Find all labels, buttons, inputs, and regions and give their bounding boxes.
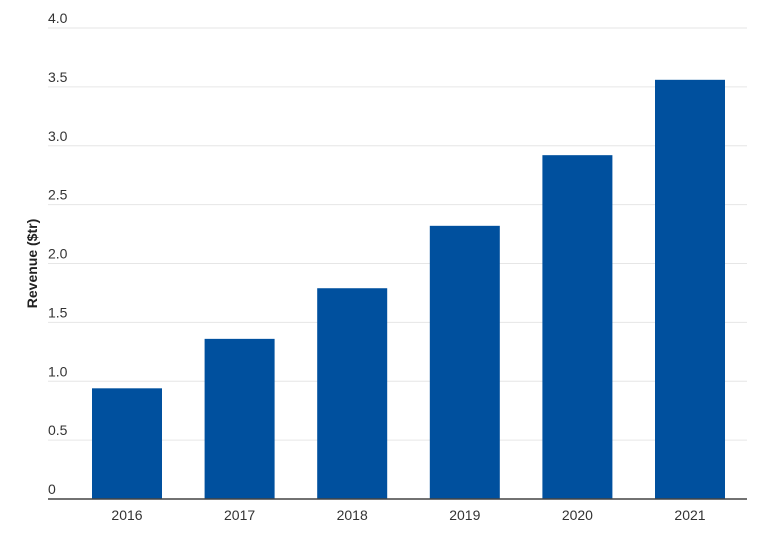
bar-2021	[655, 79, 725, 499]
bar-2020	[542, 155, 613, 500]
y-axis-title: Revenue ($tr)	[24, 219, 40, 308]
bars	[92, 79, 725, 500]
y-tick-label: 0.5	[48, 422, 68, 438]
x-tick-label: 2021	[674, 507, 705, 523]
gridlines	[48, 27, 747, 441]
bar-2018	[317, 288, 388, 499]
x-tick-label: 2019	[449, 507, 480, 523]
y-tick-label: 1.5	[48, 304, 68, 320]
y-axis-ticks: 0 0.5 1.0 1.5 2.0 2.5 3.0 3.5 4.0	[48, 10, 68, 497]
y-tick-label: 1.0	[48, 363, 68, 379]
bar-2019	[429, 225, 500, 499]
y-tick-label: 3.5	[48, 69, 68, 85]
x-tick-label: 2018	[337, 507, 368, 523]
bar-2017	[204, 338, 275, 499]
bar-2016	[92, 388, 162, 499]
y-tick-label: 2.0	[48, 246, 68, 262]
y-tick-label: 2.5	[48, 187, 68, 203]
x-tick-label: 2016	[111, 507, 142, 523]
y-tick-label: 3.0	[48, 128, 68, 144]
x-tick-label: 2017	[224, 507, 255, 523]
x-tick-label: 2020	[562, 507, 593, 523]
y-tick-label: 4.0	[48, 10, 68, 26]
x-axis-ticks: 2016 2017 2018 2019 2020 2021	[111, 507, 705, 523]
y-tick-label: 0	[48, 481, 56, 497]
